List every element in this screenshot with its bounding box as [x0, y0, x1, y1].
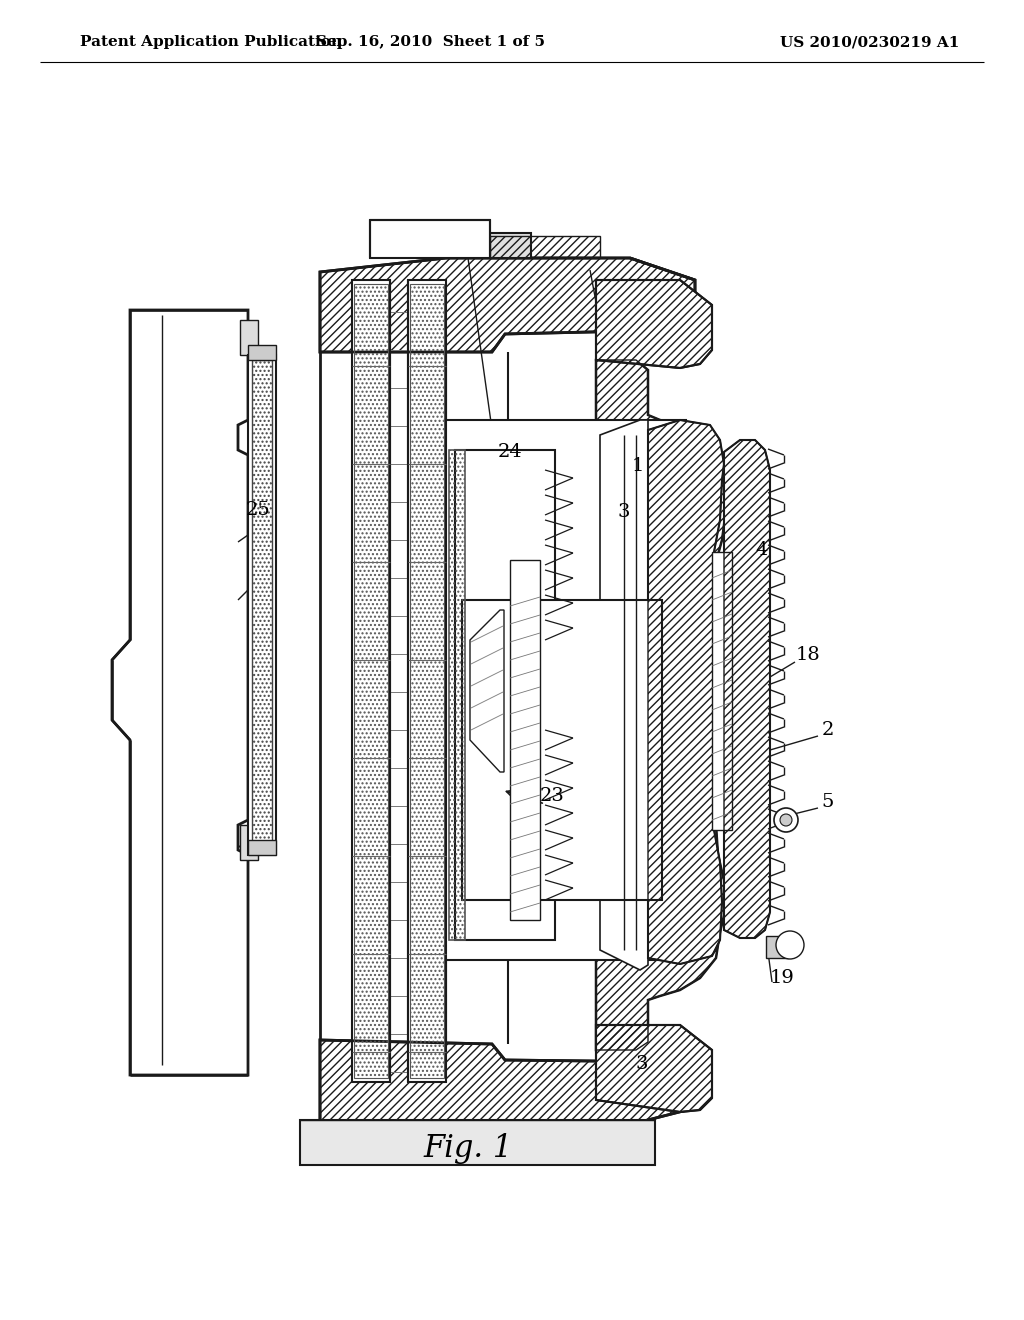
Polygon shape — [724, 440, 770, 939]
Bar — [408, 280, 446, 1082]
Text: 23: 23 — [540, 787, 564, 805]
Text: 25: 25 — [246, 502, 270, 519]
Polygon shape — [648, 420, 724, 964]
Circle shape — [780, 814, 792, 826]
Text: 1: 1 — [632, 457, 644, 475]
Polygon shape — [596, 280, 712, 368]
Text: 5: 5 — [822, 793, 835, 810]
Bar — [352, 280, 390, 1082]
Bar — [766, 936, 788, 958]
Text: 3: 3 — [636, 1055, 648, 1073]
Text: 18: 18 — [796, 645, 820, 664]
Text: Fig. 1: Fig. 1 — [423, 1133, 513, 1163]
Bar — [240, 825, 258, 861]
Bar — [240, 319, 258, 355]
Text: 2: 2 — [822, 721, 835, 739]
Text: 3: 3 — [617, 503, 630, 521]
Bar — [252, 360, 272, 850]
Text: 24: 24 — [498, 444, 522, 461]
Bar — [300, 1119, 655, 1166]
Bar — [410, 284, 444, 1078]
Text: 19: 19 — [770, 969, 795, 987]
Polygon shape — [600, 420, 648, 970]
Bar — [248, 355, 276, 855]
Polygon shape — [112, 310, 248, 1074]
Text: 4: 4 — [756, 541, 768, 558]
Bar — [462, 601, 662, 900]
Bar — [446, 1123, 531, 1148]
Bar — [510, 560, 540, 920]
Bar — [712, 552, 732, 830]
Bar — [248, 840, 276, 855]
Polygon shape — [596, 1026, 712, 1111]
Bar — [490, 236, 600, 257]
Bar — [370, 220, 490, 257]
Polygon shape — [596, 360, 726, 1049]
Bar — [354, 284, 388, 1078]
Circle shape — [774, 808, 798, 832]
Text: Patent Application Publication: Patent Application Publication — [80, 36, 342, 49]
Circle shape — [776, 931, 804, 960]
Bar — [446, 420, 686, 960]
Bar — [248, 345, 276, 360]
Text: US 2010/0230219 A1: US 2010/0230219 A1 — [780, 36, 959, 49]
Bar — [449, 450, 465, 940]
Bar — [446, 234, 531, 257]
Bar — [455, 450, 555, 940]
Polygon shape — [470, 610, 504, 772]
Text: Sep. 16, 2010  Sheet 1 of 5: Sep. 16, 2010 Sheet 1 of 5 — [315, 36, 545, 49]
